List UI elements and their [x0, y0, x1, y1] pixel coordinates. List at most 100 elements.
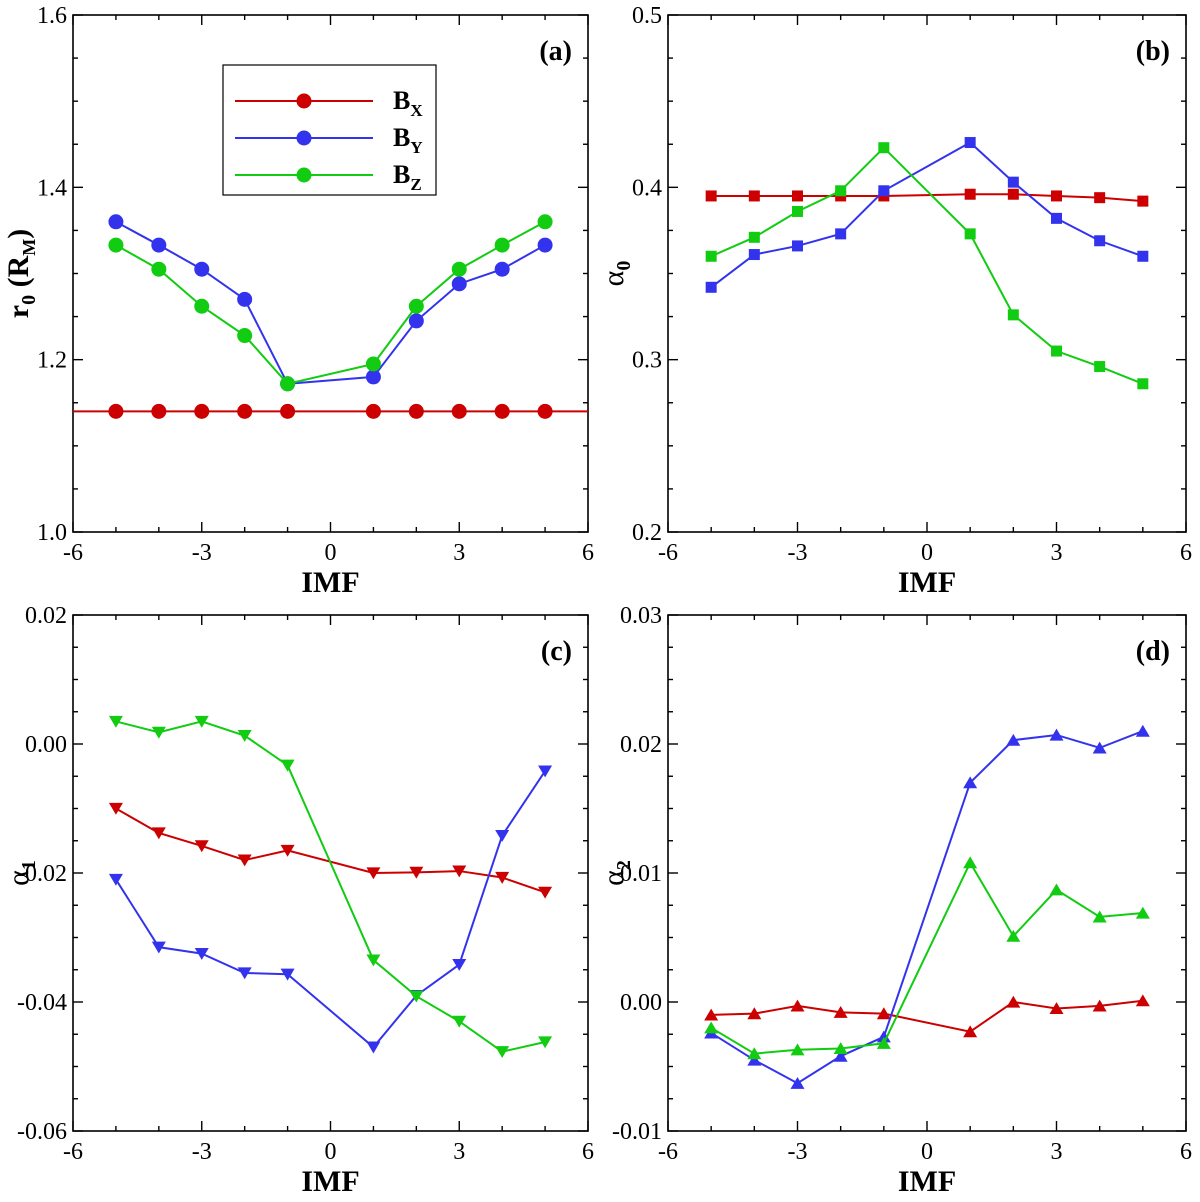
- y-tick-label: 0.4: [632, 175, 662, 201]
- series-line: [115, 220, 546, 385]
- x-tick-label: 6: [1180, 1139, 1192, 1165]
- series-line: [115, 770, 546, 1049]
- data-point: [1094, 235, 1106, 247]
- data-point: [194, 840, 209, 853]
- data-point: [494, 403, 510, 419]
- data-point: [365, 403, 381, 419]
- data-point: [835, 228, 847, 240]
- y-tick-label: 0.01: [620, 861, 662, 887]
- series-line: [710, 860, 1143, 1055]
- legend-box: [222, 64, 437, 196]
- y-tick-label: 0.02: [620, 732, 662, 758]
- legend-item-by: BY: [235, 123, 423, 157]
- data-point: [1137, 250, 1149, 262]
- data-point: [833, 1006, 848, 1018]
- data-point: [366, 954, 381, 967]
- data-point: [537, 214, 553, 230]
- data-point: [704, 1008, 719, 1021]
- data-point: [747, 1053, 762, 1066]
- y-tick-label: 0.00: [25, 732, 67, 758]
- series-line: [710, 141, 1144, 289]
- data-point: [409, 990, 424, 1003]
- data-point: [237, 403, 253, 419]
- data-point: [538, 886, 553, 899]
- legend-label: BY: [393, 123, 423, 157]
- y-axis-label: α1: [2, 860, 40, 886]
- data-point: [495, 871, 510, 884]
- data-point: [1051, 212, 1062, 224]
- panel-d: -6 -3 0 3 6 -0.01 0.00 0.01 0.02 0.03 IMF α2 (d): [597, 603, 1192, 1198]
- data-point: [151, 726, 166, 739]
- data-point: [108, 403, 124, 419]
- y-tick-label: 0.00: [620, 990, 662, 1016]
- data-point: [108, 873, 123, 886]
- legend-item-bz: BZ: [235, 160, 422, 194]
- data-point: [1006, 733, 1021, 746]
- data-point: [194, 261, 210, 277]
- y-tick-label: 0.5: [632, 3, 662, 29]
- data-point: [408, 298, 424, 314]
- data-point: [237, 967, 252, 980]
- y-tick-label: -0.01: [612, 1119, 662, 1145]
- y-tick-label: 0.2: [632, 520, 662, 546]
- legend-item-bx: BX: [235, 86, 423, 120]
- x-tick-label: 0: [325, 540, 337, 566]
- x-tick-label: 3: [453, 540, 465, 566]
- data-point: [1137, 195, 1149, 207]
- series-line: [710, 146, 1144, 385]
- data-point: [748, 231, 760, 243]
- y-tick-label: -0.04: [17, 990, 67, 1016]
- panel-label: (d): [1136, 636, 1170, 667]
- data-point: [365, 369, 381, 385]
- data-point: [194, 715, 209, 728]
- data-point: [151, 941, 166, 954]
- x-axis-label: IMF: [301, 566, 359, 599]
- data-point: [280, 844, 295, 857]
- data-point: [1049, 883, 1064, 896]
- panel-label: (c): [541, 636, 572, 667]
- series-by: [108, 214, 553, 392]
- data-point: [1007, 176, 1019, 188]
- series-by: [704, 724, 1150, 1089]
- data-point: [280, 376, 296, 392]
- data-point: [876, 1007, 891, 1020]
- data-point: [237, 730, 252, 742]
- data-point: [237, 328, 253, 344]
- data-point: [704, 1021, 719, 1034]
- data-point: [792, 205, 803, 217]
- x-tick-label: 6: [1180, 540, 1192, 566]
- data-point: [747, 1007, 762, 1020]
- x-tick-label: 0: [921, 1139, 933, 1165]
- y-axis-label: r0 (RM): [2, 229, 40, 318]
- y-tick-label: -0.06: [17, 1119, 67, 1145]
- x-axis-label: IMF: [898, 566, 956, 599]
- data-point: [792, 240, 803, 252]
- series-line: [710, 730, 1144, 1085]
- panel-label: (a): [539, 36, 572, 67]
- data-point: [1051, 345, 1062, 357]
- data-point: [705, 281, 717, 293]
- data-point: [194, 298, 210, 314]
- x-tick-label: 0: [325, 1139, 337, 1165]
- data-point: [1135, 994, 1150, 1007]
- data-point: [280, 759, 295, 772]
- data-point: [451, 261, 467, 277]
- data-point: [408, 403, 424, 419]
- panel-b: -6 -3 0 3 6 0.2 0.3 0.4 0.5 IMF α0 (b): [597, 3, 1192, 599]
- data-point: [1049, 1002, 1064, 1015]
- data-point: [495, 829, 510, 842]
- data-point: [451, 403, 467, 419]
- data-point: [1094, 192, 1106, 204]
- series-line: [115, 807, 546, 894]
- data-point: [1092, 910, 1107, 923]
- data-point: [964, 188, 976, 200]
- x-tick-label: -3: [788, 1139, 808, 1165]
- data-point: [151, 237, 167, 253]
- data-point: [151, 403, 167, 419]
- data-point: [108, 237, 124, 253]
- legend-marker: [296, 167, 312, 183]
- data-point: [833, 1042, 848, 1055]
